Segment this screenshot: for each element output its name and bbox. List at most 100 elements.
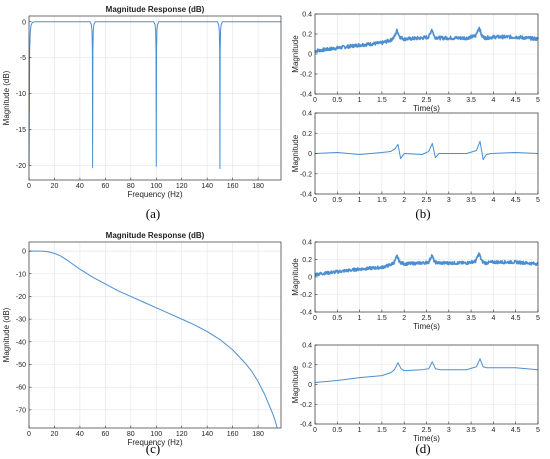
x-tick-label: 0.5 — [332, 97, 342, 104]
x-tick-label: 100 — [150, 431, 162, 438]
x-tick-label: 120 — [176, 431, 188, 438]
x-tick-label: 140 — [201, 431, 213, 438]
x-tick-label: 3 — [447, 315, 451, 322]
data-line-b-bottom — [314, 140, 539, 161]
chart-a: 0 20 40 60 80 100 120 140 160 180 0 -5 -10 -15 -20 Magn… — [2, 5, 282, 221]
y-tick-label: -40 — [16, 339, 26, 346]
y-tick-label: -10 — [16, 91, 26, 98]
x-tick-label: 2.5 — [422, 197, 432, 204]
data-line-d-bottom — [314, 358, 539, 384]
x-tick-label: 0.5 — [332, 427, 342, 434]
x-tick-label: 5 — [536, 197, 540, 204]
data-line-c — [29, 250, 278, 429]
y-tick-label: -0.2 — [300, 402, 312, 409]
x-tick-label: 1 — [358, 427, 362, 434]
x-tick-label: 20 — [51, 183, 59, 190]
y-tick-label: -15 — [16, 127, 26, 134]
x-tick-label: 5 — [536, 315, 540, 322]
y-tick-label: -30 — [16, 317, 26, 324]
chart-title: Magnitude Response (dB) — [106, 231, 205, 240]
x-tick-label: 160 — [227, 183, 239, 190]
x-tick-label: 60 — [101, 431, 109, 438]
y-tick-label: -0.2 — [300, 72, 312, 79]
y-tick-label: -0.4 — [300, 422, 312, 429]
y-tick-label: -0.2 — [300, 171, 312, 178]
y-tick-label: -0.4 — [300, 192, 312, 199]
x-tick-label: 3.5 — [466, 315, 476, 322]
x-tick-label: 1.5 — [377, 197, 387, 204]
x-axis-title: Frequency (Hz) — [127, 190, 182, 199]
panel-caption: (d) — [415, 441, 430, 456]
axis-box — [28, 15, 282, 181]
x-tick-label: 180 — [252, 183, 264, 190]
panel-caption: (c) — [146, 441, 160, 456]
x-tick-label: 60 — [101, 183, 109, 190]
y-tick-label: 0.4 — [302, 111, 312, 118]
data-line-a — [28, 21, 281, 169]
x-tick-label: 0 — [313, 97, 317, 104]
data-line-b-top — [314, 26, 539, 54]
x-tick-label: 4.5 — [511, 197, 521, 204]
y-axis-title: Magnitude — [291, 35, 300, 73]
y-tick-label: 0.2 — [302, 362, 312, 369]
y-tick-label: 0.2 — [302, 131, 312, 138]
x-tick-label: 2.5 — [422, 97, 432, 104]
y-tick-label: 0 — [308, 382, 312, 389]
x-tick-label: 160 — [227, 431, 239, 438]
plot-area — [29, 242, 281, 428]
y-tick-label: -70 — [16, 407, 26, 414]
x-tick-label: 0 — [27, 183, 31, 190]
chart-b-bottom: 0 0.5 1 1.5 2 2.5 3 3.5 4 4.5 5 0.4 0.2 0 -0.2 -0.4 Magn… — [291, 111, 540, 222]
x-tick-label: 4.5 — [511, 315, 521, 322]
x-tick-label: 2 — [402, 427, 406, 434]
chart-title: Magnitude Response (dB) — [106, 5, 205, 14]
panel-caption: (a) — [146, 206, 160, 221]
y-tick-label: 0 — [308, 52, 312, 59]
y-tick-label: -5 — [20, 55, 26, 62]
x-tick-label: 100 — [150, 183, 162, 190]
x-tick-label: 140 — [201, 183, 213, 190]
x-tick-label: 0 — [27, 431, 31, 438]
x-tick-label: 2 — [402, 97, 406, 104]
x-tick-label: 1 — [358, 197, 362, 204]
x-tick-label: 0 — [313, 315, 317, 322]
y-axis-title: Magnitude — [291, 134, 300, 172]
x-tick-label: 1.5 — [377, 427, 387, 434]
x-tick-label: 180 — [252, 431, 264, 438]
plot-area — [29, 16, 281, 180]
x-tick-label: 3.5 — [466, 427, 476, 434]
y-tick-label: -0.4 — [300, 92, 312, 99]
x-tick-label: 4 — [491, 197, 495, 204]
x-tick-label: 4 — [491, 427, 495, 434]
x-tick-label: 20 — [51, 431, 59, 438]
x-tick-label: 3 — [447, 197, 451, 204]
x-tick-label: 40 — [76, 431, 84, 438]
axis-box — [28, 241, 282, 429]
x-tick-label: 80 — [127, 431, 135, 438]
x-axis-title: Time(s) — [413, 104, 440, 113]
x-tick-label: 0 — [313, 427, 317, 434]
chart-b-top: 0 0.5 1 1.5 2 2.5 3 3.5 4 4.5 5 0.4 0.2 0 -0.2 -0.4 Time… — [291, 12, 540, 114]
chart-c: 0 20 40 60 80 100 120 140 160 180 0 -10 -20 -30 -40 -50… — [2, 231, 282, 456]
y-tick-label: 0.4 — [302, 12, 312, 19]
y-tick-label: -20 — [16, 163, 26, 170]
y-tick-label: -0.2 — [300, 292, 312, 299]
y-tick-label: 0 — [22, 19, 26, 26]
x-tick-label: 120 — [176, 183, 188, 190]
x-tick-label: 4 — [491, 97, 495, 104]
y-tick-label: 0 — [22, 249, 26, 256]
x-tick-label: 40 — [76, 183, 84, 190]
y-axis-title: Magnitude — [291, 365, 300, 403]
y-tick-label: 0.4 — [302, 240, 312, 247]
y-axis-title: Magnitude (dB) — [2, 70, 11, 125]
y-tick-label: -50 — [16, 362, 26, 369]
y-tick-label: -20 — [16, 294, 26, 301]
y-tick-label: 0.2 — [302, 257, 312, 264]
x-tick-label: 1 — [358, 97, 362, 104]
x-tick-label: 0.5 — [332, 197, 342, 204]
x-axis-title: Frequency (Hz) — [127, 438, 182, 447]
x-tick-label: 3 — [447, 427, 451, 434]
y-axis-title: Magnitude — [291, 258, 300, 296]
x-tick-label: 4.5 — [511, 427, 521, 434]
